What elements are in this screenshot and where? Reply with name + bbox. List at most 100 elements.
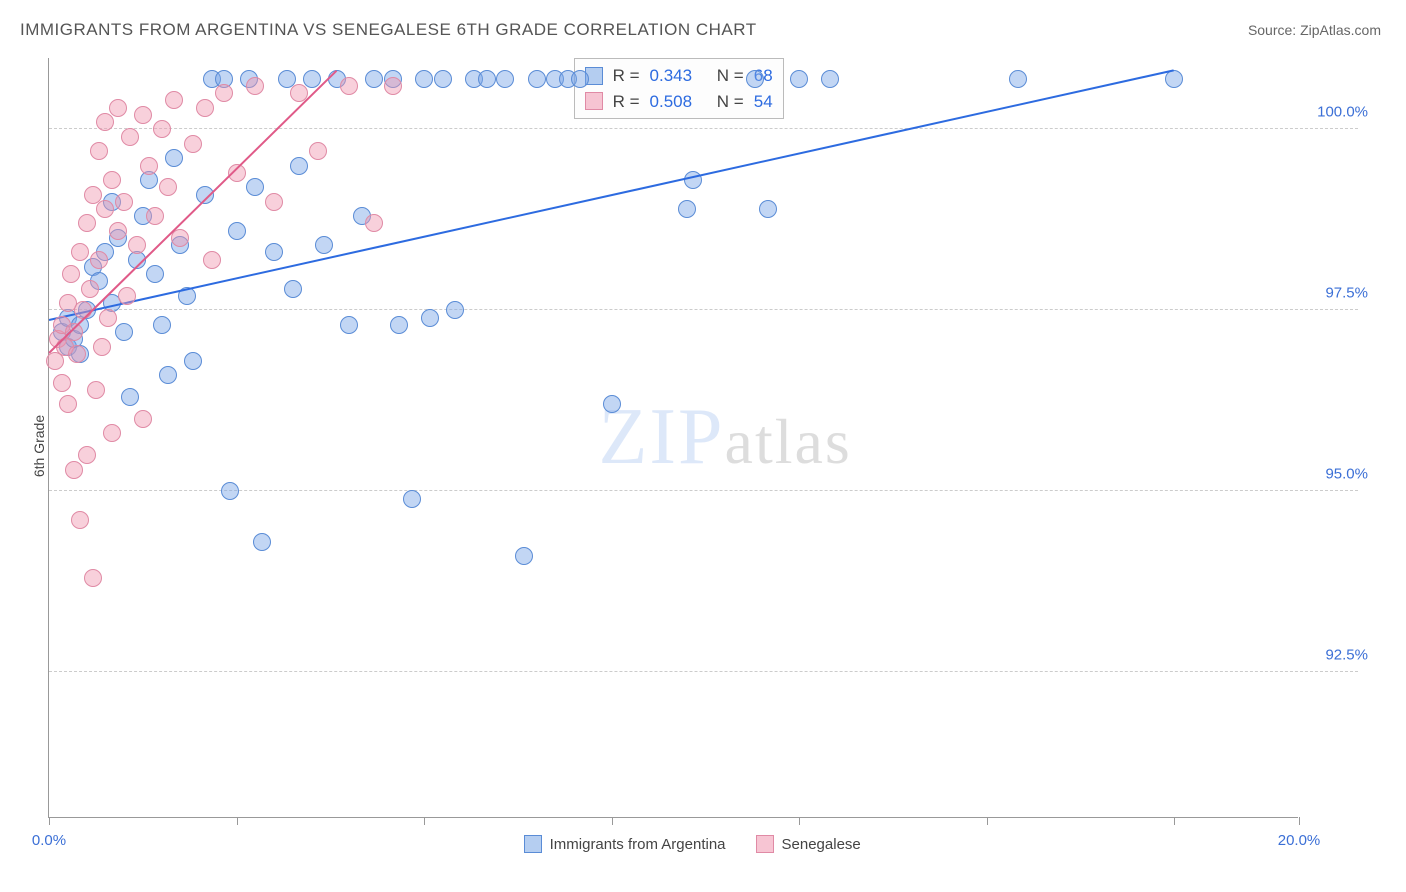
data-point-senegalese — [384, 77, 402, 95]
data-point-senegalese — [103, 424, 121, 442]
data-point-argentina — [528, 70, 546, 88]
data-point-argentina — [759, 200, 777, 218]
x-tick — [424, 817, 425, 825]
trendline-senegalese — [48, 70, 337, 354]
data-point-senegalese — [99, 309, 117, 327]
data-point-senegalese — [265, 193, 283, 211]
data-point-senegalese — [118, 287, 136, 305]
data-point-argentina — [159, 366, 177, 384]
data-point-senegalese — [134, 106, 152, 124]
scatter-plot-area: ZIPatlas R = 0.343 N = 68 R = 0.508 N = … — [48, 58, 1298, 818]
x-tick-label: 0.0% — [32, 832, 66, 849]
data-point-senegalese — [93, 338, 111, 356]
data-point-argentina — [303, 70, 321, 88]
gridline-h — [49, 128, 1358, 129]
data-point-argentina — [153, 316, 171, 334]
data-point-argentina — [165, 149, 183, 167]
data-point-senegalese — [71, 243, 89, 261]
data-point-senegalese — [90, 142, 108, 160]
data-point-senegalese — [103, 171, 121, 189]
legend-label: Senegalese — [782, 836, 861, 853]
stats-row-argentina: R = 0.343 N = 68 — [585, 63, 773, 89]
legend-label: Immigrants from Argentina — [550, 836, 726, 853]
data-point-senegalese — [78, 214, 96, 232]
x-tick — [612, 817, 613, 825]
data-point-senegalese — [109, 99, 127, 117]
data-point-senegalese — [115, 193, 133, 211]
data-point-argentina — [790, 70, 808, 88]
data-point-senegalese — [196, 99, 214, 117]
source-attribution: Source: ZipAtlas.com — [1248, 22, 1381, 38]
data-point-argentina — [115, 323, 133, 341]
chart-title: IMMIGRANTS FROM ARGENTINA VS SENEGALESE … — [20, 20, 757, 40]
y-axis-label: 6th Grade — [31, 415, 47, 477]
legend: Immigrants from Argentina Senegalese — [524, 835, 861, 853]
data-point-senegalese — [68, 345, 86, 363]
data-point-argentina — [434, 70, 452, 88]
data-point-argentina — [403, 490, 421, 508]
data-point-argentina — [315, 236, 333, 254]
swatch-senegalese-icon — [756, 835, 774, 853]
data-point-senegalese — [340, 77, 358, 95]
y-tick-label: 95.0% — [1308, 466, 1368, 483]
stats-row-senegalese: R = 0.508 N = 54 — [585, 89, 773, 115]
y-tick-label: 97.5% — [1308, 285, 1368, 302]
watermark-atlas: atlas — [725, 406, 852, 477]
data-point-senegalese — [109, 222, 127, 240]
data-point-argentina — [496, 70, 514, 88]
x-tick — [987, 817, 988, 825]
y-tick-label: 92.5% — [1308, 647, 1368, 664]
data-point-argentina — [253, 533, 271, 551]
data-point-senegalese — [134, 410, 152, 428]
watermark: ZIPatlas — [599, 392, 852, 483]
data-point-senegalese — [140, 157, 158, 175]
data-point-senegalese — [81, 280, 99, 298]
swatch-senegalese-icon — [585, 92, 603, 110]
data-point-argentina — [146, 265, 164, 283]
data-point-argentina — [221, 482, 239, 500]
data-point-argentina — [1009, 70, 1027, 88]
data-point-senegalese — [90, 251, 108, 269]
data-point-argentina — [365, 70, 383, 88]
data-point-argentina — [265, 243, 283, 261]
data-point-senegalese — [146, 207, 164, 225]
data-point-senegalese — [165, 91, 183, 109]
n-value: 54 — [754, 89, 773, 115]
x-tick — [799, 817, 800, 825]
x-tick — [1299, 817, 1300, 825]
data-point-argentina — [121, 388, 139, 406]
data-point-argentina — [421, 309, 439, 327]
data-point-senegalese — [84, 569, 102, 587]
data-point-senegalese — [215, 84, 233, 102]
x-tick — [237, 817, 238, 825]
source-label: Source: — [1248, 22, 1296, 38]
data-point-argentina — [446, 301, 464, 319]
data-point-senegalese — [365, 214, 383, 232]
data-point-argentina — [415, 70, 433, 88]
n-label: N = — [717, 63, 744, 89]
data-point-senegalese — [87, 381, 105, 399]
data-point-argentina — [284, 280, 302, 298]
data-point-senegalese — [153, 120, 171, 138]
legend-item-senegalese: Senegalese — [756, 835, 861, 853]
data-point-argentina — [603, 395, 621, 413]
data-point-senegalese — [78, 446, 96, 464]
data-point-argentina — [340, 316, 358, 334]
r-label: R = — [613, 63, 640, 89]
data-point-argentina — [515, 547, 533, 565]
data-point-senegalese — [71, 511, 89, 529]
correlation-stats-box: R = 0.343 N = 68 R = 0.508 N = 54 — [574, 58, 784, 119]
x-tick — [1174, 817, 1175, 825]
legend-item-argentina: Immigrants from Argentina — [524, 835, 726, 853]
data-point-argentina — [746, 70, 764, 88]
data-point-senegalese — [309, 142, 327, 160]
data-point-argentina — [821, 70, 839, 88]
data-point-argentina — [246, 178, 264, 196]
data-point-argentina — [390, 316, 408, 334]
data-point-senegalese — [96, 113, 114, 131]
data-point-argentina — [478, 70, 496, 88]
data-point-senegalese — [246, 77, 264, 95]
data-point-senegalese — [53, 374, 71, 392]
gridline-h — [49, 309, 1358, 310]
r-value: 0.508 — [650, 89, 693, 115]
